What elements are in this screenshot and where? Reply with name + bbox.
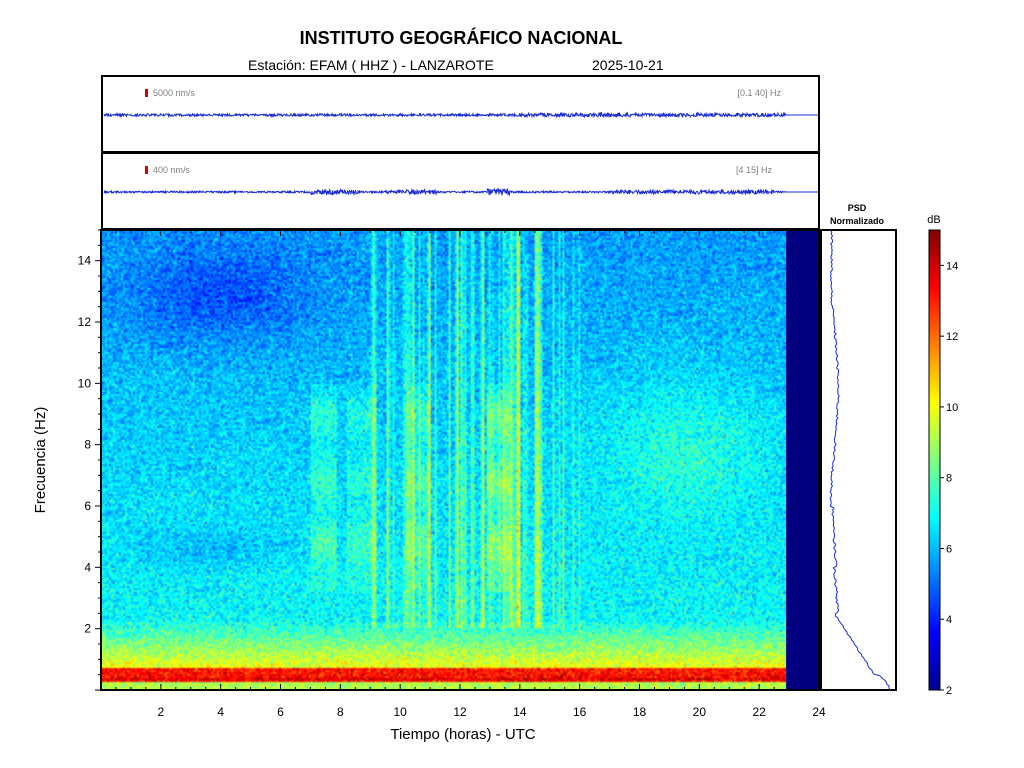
colorbar-tick-label: 10: [946, 402, 958, 414]
trace-panel-broadband: 5000 nm/s [0.1 40] Hz: [101, 75, 820, 153]
x-tick-label: 6: [277, 705, 284, 719]
amplitude-scale-label: 400 nm/s: [153, 165, 191, 175]
date-label: 2025-10-21: [592, 57, 664, 73]
spectrogram-image: [101, 230, 787, 690]
figure-title: INSTITUTO GEOGRÁFICO NACIONAL: [300, 27, 623, 48]
x-tick-label: 20: [693, 705, 707, 719]
x-tick-label: 10: [393, 705, 407, 719]
x-tick-label: 14: [513, 705, 527, 719]
amplitude-scale-label: 5000 nm/s: [153, 88, 196, 98]
y-tick-label: 10: [78, 376, 92, 390]
colorbar-tick-label: 8: [946, 473, 952, 485]
seismic-trace: [103, 187, 787, 197]
colorbar-unit: dB: [927, 214, 940, 226]
colorbar-tick-label: 12: [946, 331, 958, 343]
x-tick-label: 4: [217, 705, 224, 719]
colorbar-ticks: 2 4 6 8 10 12 14: [940, 260, 958, 697]
seismic-trace: [103, 111, 787, 119]
y-tick-label: 8: [84, 438, 91, 452]
colorbar-tick-label: 4: [946, 614, 952, 626]
amplitude-scale-marker: [145, 166, 148, 174]
colorbar: dB 2 4 6 8 10 12 14: [927, 214, 958, 697]
colorbar-tick-label: 14: [946, 260, 958, 272]
trace-panel-filtered: 400 nm/s [4 15] Hz: [101, 152, 820, 230]
x-tick-label: 8: [337, 705, 344, 719]
y-tick-label: 4: [84, 560, 91, 574]
band-label: [0.1 40] Hz: [737, 88, 781, 98]
y-axis-label: Frecuencia (Hz): [32, 407, 49, 514]
y-tick-label: 12: [78, 315, 92, 329]
x-tick-label: 22: [752, 705, 766, 719]
colorbar-tick-label: 2: [946, 685, 952, 697]
no-data-region: [786, 230, 819, 690]
x-tick-label: 24: [812, 705, 826, 719]
x-axis-label: Tiempo (horas) - UTC: [390, 726, 535, 743]
x-axis: 2 4 6 8 10 12 14 16 18 20 22 24: [100, 230, 826, 719]
y-tick-label: 14: [78, 254, 92, 268]
y-tick-label: 6: [84, 499, 91, 513]
x-tick-label: 16: [573, 705, 587, 719]
colorbar-tick-label: 6: [946, 543, 952, 555]
x-tick-label: 2: [157, 705, 164, 719]
psd-title: PSD: [848, 203, 867, 213]
y-axis: 2 4 6 8 10 12 14: [78, 229, 101, 691]
psd-panel: PSD Normalizado: [820, 203, 897, 691]
x-tick-label: 18: [633, 705, 647, 719]
psd-curve: [829, 229, 891, 691]
station-label: Estación: EFAM ( HHZ ) - LANZAROTE: [248, 57, 494, 73]
x-tick-label: 12: [453, 705, 467, 719]
y-tick-label: 2: [84, 622, 91, 636]
band-label: [4 15] Hz: [736, 165, 773, 175]
psd-subtitle: Normalizado: [830, 216, 885, 226]
amplitude-scale-marker: [145, 89, 148, 97]
